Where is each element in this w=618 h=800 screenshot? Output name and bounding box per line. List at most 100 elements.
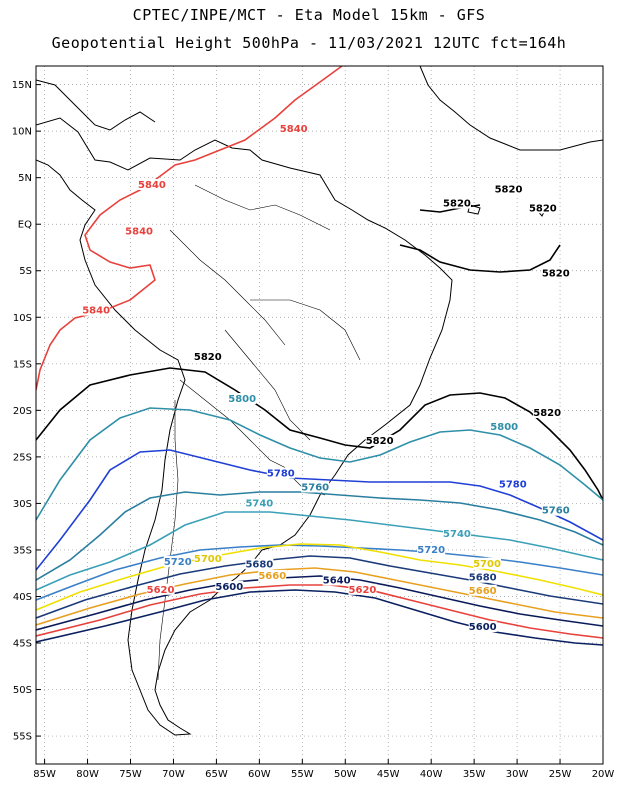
contour-5760 <box>36 491 603 581</box>
contour-label-bg <box>417 543 446 555</box>
contour-label-bg <box>468 621 497 633</box>
contour-label-bg <box>301 481 330 493</box>
contour-label: 5680 <box>469 573 497 584</box>
lat-tick-label: 15S <box>13 359 32 370</box>
lat-tick-label: 25S <box>13 452 32 463</box>
contour-label: 5660 <box>469 586 497 597</box>
map-frame <box>35 65 604 765</box>
contour-label: 5840 <box>125 227 153 238</box>
africa-coastline <box>419 66 603 151</box>
contour-5820-north <box>399 204 561 273</box>
lon-tick-label: 50W <box>334 769 357 780</box>
lat-tick-label: 20S <box>13 406 32 417</box>
lon-tick-label: 35W <box>463 769 486 780</box>
contour-5840 <box>36 66 343 391</box>
lat-tick-label: 5N <box>18 173 32 184</box>
contour-label: 5840 <box>138 180 166 191</box>
contour-5620 <box>36 584 603 639</box>
contour-5740 <box>36 511 603 591</box>
contour-label-bg <box>490 420 519 432</box>
lat-tick-label: EQ <box>18 220 32 231</box>
contour-label: 5820 <box>443 199 471 210</box>
contour-label: 5620 <box>147 585 175 596</box>
lat-tick-label: 50S <box>13 685 32 696</box>
lat-tick-label: 55S <box>13 732 32 743</box>
contour-5700 <box>36 543 603 611</box>
contour-5600 <box>36 589 603 646</box>
contour-label-bg <box>533 407 562 418</box>
contour-label: 5600 <box>469 622 497 633</box>
contour-5800 <box>36 407 603 521</box>
contour-label-bg <box>365 434 394 446</box>
central-america-coastline <box>36 79 156 131</box>
contour-label-bg <box>163 555 192 567</box>
lon-tick-label: 30W <box>506 769 529 780</box>
contour-label-bg <box>494 183 523 195</box>
contour-label: 5700 <box>194 554 222 565</box>
contour-label-bg <box>468 584 497 596</box>
lat-tick-label: 40S <box>13 592 32 603</box>
contour-label: 5840 <box>280 124 308 135</box>
lon-tick-label: 70W <box>162 769 185 780</box>
contour-label-bg <box>279 123 308 135</box>
lon-tick-label: 20W <box>592 769 615 780</box>
contour-label-bg <box>322 574 351 586</box>
contour-label: 5800 <box>228 394 256 405</box>
lon-tick-label: 25W <box>549 769 572 780</box>
lon-tick-label: 60W <box>248 769 271 780</box>
lon-tick-label: 40W <box>420 769 443 780</box>
contour-label-bg <box>348 583 377 595</box>
contour-label: 5800 <box>490 422 518 433</box>
contour-label: 5780 <box>499 480 527 491</box>
lat-tick-label: 5S <box>19 266 32 277</box>
contour-label-bg <box>228 393 257 405</box>
contour-label: 5680 <box>245 560 273 571</box>
contour-label: 5640 <box>323 576 351 587</box>
height-contours <box>36 66 603 646</box>
lat-tick-label: 10N <box>12 127 32 138</box>
contour-label-bg <box>245 558 274 570</box>
contour-label: 5600 <box>215 582 243 593</box>
lat-tick-label: 10S <box>13 313 32 324</box>
contour-5820-south <box>36 367 603 501</box>
contour-label-bg <box>215 581 244 593</box>
contour-label-bg <box>528 202 557 214</box>
contour-label-bg <box>245 497 274 509</box>
contour-label: 5820 <box>542 268 570 279</box>
contour-5720 <box>36 544 603 601</box>
map-title: CPTEC/INPE/MCT - Eta Model 15km - GFS <box>132 6 486 24</box>
axis-ticks: 15N 10N 5N EQ 5S 10S 15S 20S 25S 30S 35S 40S 45S 50S 5… <box>12 80 615 780</box>
map-subtitle: Geopotential Height 500hPa - 11/03/2021 … <box>51 34 567 52</box>
contour-label-bg <box>125 225 154 237</box>
lon-tick-label: 80W <box>76 769 99 780</box>
contour-label-bg <box>442 527 471 539</box>
lon-tick-label: 45W <box>377 769 400 780</box>
contour-5780 <box>36 449 603 571</box>
contour-label: 5820 <box>495 185 523 196</box>
contour-label: 5740 <box>245 498 273 509</box>
contour-label: 5840 <box>82 306 110 317</box>
contour-label: 5700 <box>473 559 501 570</box>
contour-label-bg <box>146 583 175 595</box>
contour-label: 5760 <box>301 482 329 493</box>
country-borders <box>157 184 361 681</box>
contour-5680 <box>36 555 603 619</box>
lon-tick-label: 55W <box>291 769 314 780</box>
contour-label-bg <box>442 197 471 209</box>
contour-label-bg <box>468 571 497 583</box>
contour-label: 5760 <box>542 506 570 517</box>
contour-label-bg <box>193 351 222 363</box>
contour-label-bg <box>258 569 287 581</box>
contour-label: 5820 <box>366 436 394 447</box>
lat-tick-label: 30S <box>13 499 32 510</box>
lat-lon-grid <box>36 66 604 764</box>
contour-label-bg <box>137 178 166 190</box>
contour-label-bg <box>193 553 222 565</box>
contour-label-bg <box>266 467 295 479</box>
contour-label: 5780 <box>267 468 295 479</box>
contour-label: 5620 <box>349 585 377 596</box>
contour-label: 5660 <box>258 571 286 582</box>
contour-label: 5740 <box>443 529 471 540</box>
contour-label: 5720 <box>164 557 192 568</box>
contour-labels: 5840 5840 5840 5840 5820 5820 5820 5820 5820 5820… <box>82 123 570 633</box>
